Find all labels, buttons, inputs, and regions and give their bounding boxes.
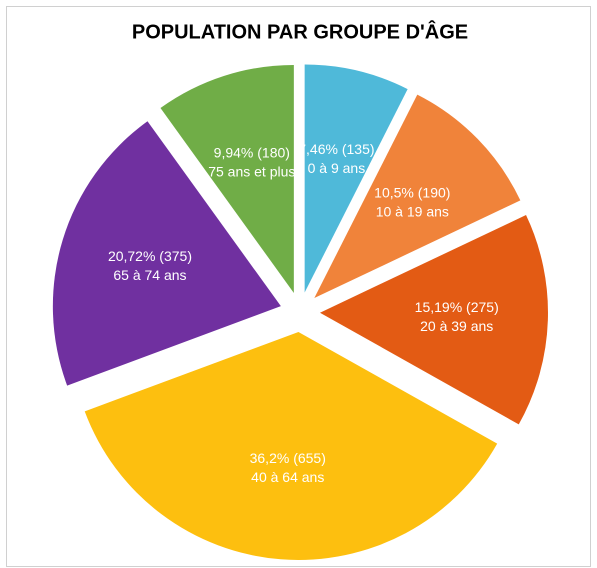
slice-value-label: 36,2% (655) (250, 450, 326, 466)
slice-category-label: 40 à 64 ans (251, 469, 324, 485)
slice-category-label: 0 à 9 ans (308, 160, 366, 176)
pie-slice (304, 64, 408, 293)
slice-value-label: 7,46% (135) (298, 141, 374, 157)
pie-slice (314, 94, 521, 299)
slice-value-label: 20,72% (375) (108, 248, 192, 264)
slice-category-label: 65 à 74 ans (113, 267, 186, 283)
chart-title: POPULATION PAR GROUPE D'ÂGE (132, 19, 468, 43)
slice-value-label: 15,19% (275) (415, 299, 499, 315)
pie-slice (160, 64, 294, 293)
slice-category-label: 10 à 19 ans (376, 203, 449, 219)
pie-slice (84, 331, 498, 560)
pie-slice (52, 121, 281, 386)
slice-category-label: 75 ans et plus (208, 163, 295, 179)
slice-value-label: 10,5% (190) (374, 184, 450, 200)
pie-slice (319, 215, 548, 425)
slice-category-label: 20 à 39 ans (420, 318, 493, 334)
slice-value-label: 9,94% (180) (214, 144, 290, 160)
